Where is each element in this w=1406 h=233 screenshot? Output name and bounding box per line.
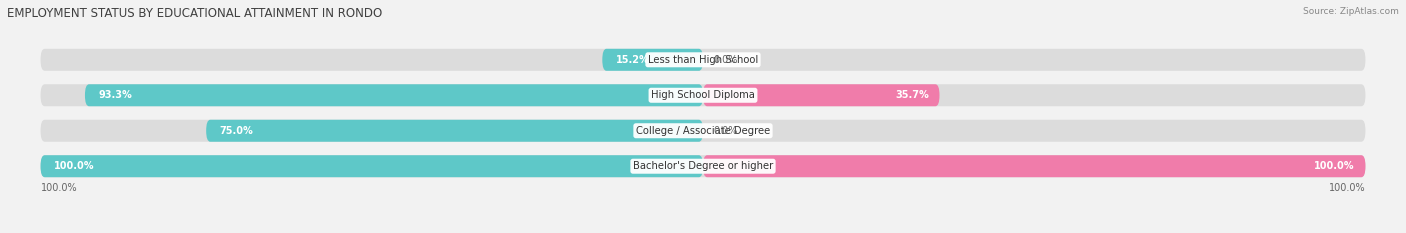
Text: 75.0%: 75.0% xyxy=(219,126,253,136)
Text: 93.3%: 93.3% xyxy=(98,90,132,100)
Text: 100.0%: 100.0% xyxy=(1329,183,1365,193)
FancyBboxPatch shape xyxy=(207,120,703,142)
Text: 100.0%: 100.0% xyxy=(53,161,94,171)
Text: Source: ZipAtlas.com: Source: ZipAtlas.com xyxy=(1303,7,1399,16)
FancyBboxPatch shape xyxy=(41,120,1365,142)
Text: College / Associate Degree: College / Associate Degree xyxy=(636,126,770,136)
Text: EMPLOYMENT STATUS BY EDUCATIONAL ATTAINMENT IN RONDO: EMPLOYMENT STATUS BY EDUCATIONAL ATTAINM… xyxy=(7,7,382,20)
Text: 35.7%: 35.7% xyxy=(896,90,929,100)
FancyBboxPatch shape xyxy=(703,84,939,106)
Text: 100.0%: 100.0% xyxy=(1315,161,1355,171)
FancyBboxPatch shape xyxy=(41,155,1365,177)
Text: High School Diploma: High School Diploma xyxy=(651,90,755,100)
FancyBboxPatch shape xyxy=(41,49,1365,71)
Text: Bachelor's Degree or higher: Bachelor's Degree or higher xyxy=(633,161,773,171)
FancyBboxPatch shape xyxy=(41,84,1365,106)
Text: 100.0%: 100.0% xyxy=(41,183,77,193)
FancyBboxPatch shape xyxy=(84,84,703,106)
Text: Less than High School: Less than High School xyxy=(648,55,758,65)
Text: 15.2%: 15.2% xyxy=(616,55,650,65)
Text: 0.0%: 0.0% xyxy=(714,55,738,65)
FancyBboxPatch shape xyxy=(602,49,703,71)
FancyBboxPatch shape xyxy=(41,155,703,177)
Text: 0.0%: 0.0% xyxy=(714,126,738,136)
FancyBboxPatch shape xyxy=(703,155,1365,177)
